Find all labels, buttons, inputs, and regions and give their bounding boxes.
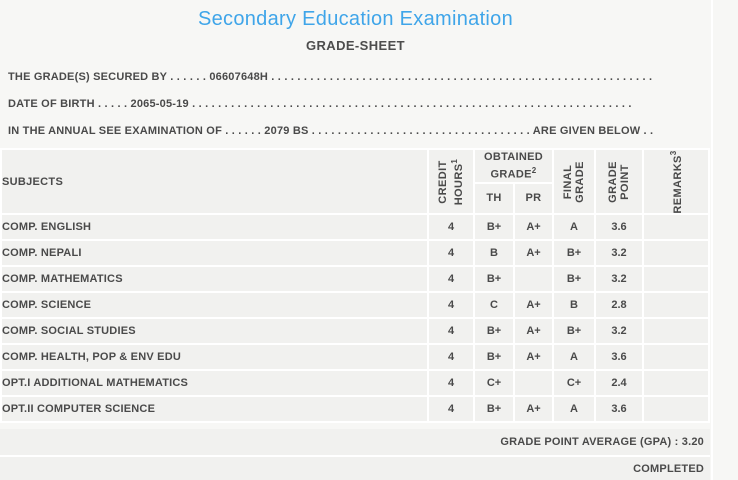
column-header-final-grade: FINAL GRADE [554,150,594,213]
remarks-cell [644,215,708,239]
column-header-th: TH [475,184,513,213]
final-grade-cell: B+ [554,267,594,291]
th-grade-cell: B+ [475,319,513,343]
pr-grade-cell: A+ [515,397,552,421]
credit-hours-cell: 4 [429,241,473,265]
page-subtitle: GRADE-SHEET [305,38,406,53]
credit-hours-cell: 4 [429,267,473,291]
grade-point-cell: 3.6 [596,397,642,421]
pr-grade-cell [515,267,552,291]
credit-hours-cell: 4 [429,319,473,343]
subject-cell: COMP. SCIENCE [2,293,427,317]
th-grade-cell: B+ [475,267,513,291]
table-row: COMP. NEPALI 4 B A+ B+ 3.2 [2,241,708,265]
final-grade-cell: A [554,397,594,421]
credit-hours-cell: 4 [429,293,473,317]
table-row: COMP. ENGLISH 4 B+ A+ A 3.6 [2,215,708,239]
remarks-cell [644,319,708,343]
table-row: COMP. SCIENCE 4 C A+ B 2.8 [2,293,708,317]
subject-cell: COMP. ENGLISH [2,215,427,239]
remarks-cell [644,371,708,395]
pr-grade-cell: A+ [515,215,552,239]
remarks-cell [644,397,708,421]
final-grade-cell: B [554,293,594,317]
status-row: COMPLETED [0,457,710,480]
th-grade-cell: B+ [475,397,513,421]
table-row: COMP. SOCIAL STUDIES 4 B+ A+ B+ 3.2 [2,319,708,343]
pr-grade-cell: A+ [515,241,552,265]
page-title: Secondary Education Examination [197,8,514,30]
credit-hours-cell: 4 [429,345,473,369]
grade-sheet-page: Secondary Education Examination GRADE-SH… [0,8,711,480]
subject-cell: COMP. SOCIAL STUDIES [2,319,427,343]
th-grade-cell: B+ [475,345,513,369]
final-grade-cell: A [554,345,594,369]
grade-point-cell: 3.2 [596,241,642,265]
gpa-row: GRADE POINT AVERAGE (GPA) : 3.20 [0,429,710,455]
candidate-info: THE GRADE(S) SECURED BY . . . . . . 0660… [0,53,711,145]
grade-point-cell: 3.2 [596,319,642,343]
final-grade-cell: B+ [554,319,594,343]
th-grade-cell: B [475,241,513,265]
subject-cell: OPT.II COMPUTER SCIENCE [2,397,427,421]
grade-table: SUBJECTS CREDIT HOURS1 OBTAINED GRADE2 FIN… [0,148,710,423]
info-line-examination: IN THE ANNUAL SEE EXAMINATION OF . . . .… [8,125,656,137]
remarks-cell [644,241,708,265]
subject-cell: COMP. HEALTH, POP & ENV EDU [2,345,427,369]
subject-cell: COMP. MATHEMATICS [2,267,427,291]
grade-point-cell: 2.8 [596,293,642,317]
pr-grade-cell [515,371,552,395]
grade-point-cell: 2.4 [596,371,642,395]
grade-point-cell: 3.6 [596,345,642,369]
credit-hours-cell: 4 [429,215,473,239]
subject-cell: OPT.I ADDITIONAL MATHEMATICS [2,371,427,395]
th-grade-cell: C [475,293,513,317]
pr-grade-cell: A+ [515,345,552,369]
pr-grade-cell: A+ [515,293,552,317]
summary-section: GRADE POINT AVERAGE (GPA) : 3.20 COMPLET… [0,429,710,480]
column-header-subjects: SUBJECTS [2,150,427,213]
remarks-cell [644,267,708,291]
info-line-secured-by: THE GRADE(S) SECURED BY . . . . . . 0660… [8,71,656,83]
subject-cell: COMP. NEPALI [2,241,427,265]
final-grade-cell: C+ [554,371,594,395]
column-header-pr: PR [515,184,552,213]
th-grade-cell: C+ [475,371,513,395]
remarks-cell [644,345,708,369]
credit-hours-cell: 4 [429,397,473,421]
column-header-credit-hours: CREDIT HOURS1 [429,150,473,213]
table-row: OPT.II COMPUTER SCIENCE 4 B+ A+ A 3.6 [2,397,708,421]
grade-point-cell: 3.6 [596,215,642,239]
grade-point-cell: 3.2 [596,267,642,291]
table-row: COMP. HEALTH, POP & ENV EDU 4 B+ A+ A 3.… [2,345,708,369]
column-header-remarks: REMARKS3 [644,150,708,213]
final-grade-cell: B+ [554,241,594,265]
column-header-grade-point: GRADE POINT [596,150,642,213]
column-header-obtained-grade: OBTAINED GRADE2 [475,150,552,182]
th-grade-cell: B+ [475,215,513,239]
info-line-date-of-birth: DATE OF BIRTH . . . . . 2065-05-19 . . .… [8,98,632,110]
table-row: OPT.I ADDITIONAL MATHEMATICS 4 C+ C+ 2.4 [2,371,708,395]
pr-grade-cell: A+ [515,319,552,343]
table-row: COMP. MATHEMATICS 4 B+ B+ 3.2 [2,267,708,291]
final-grade-cell: A [554,215,594,239]
credit-hours-cell: 4 [429,371,473,395]
remarks-cell [644,293,708,317]
